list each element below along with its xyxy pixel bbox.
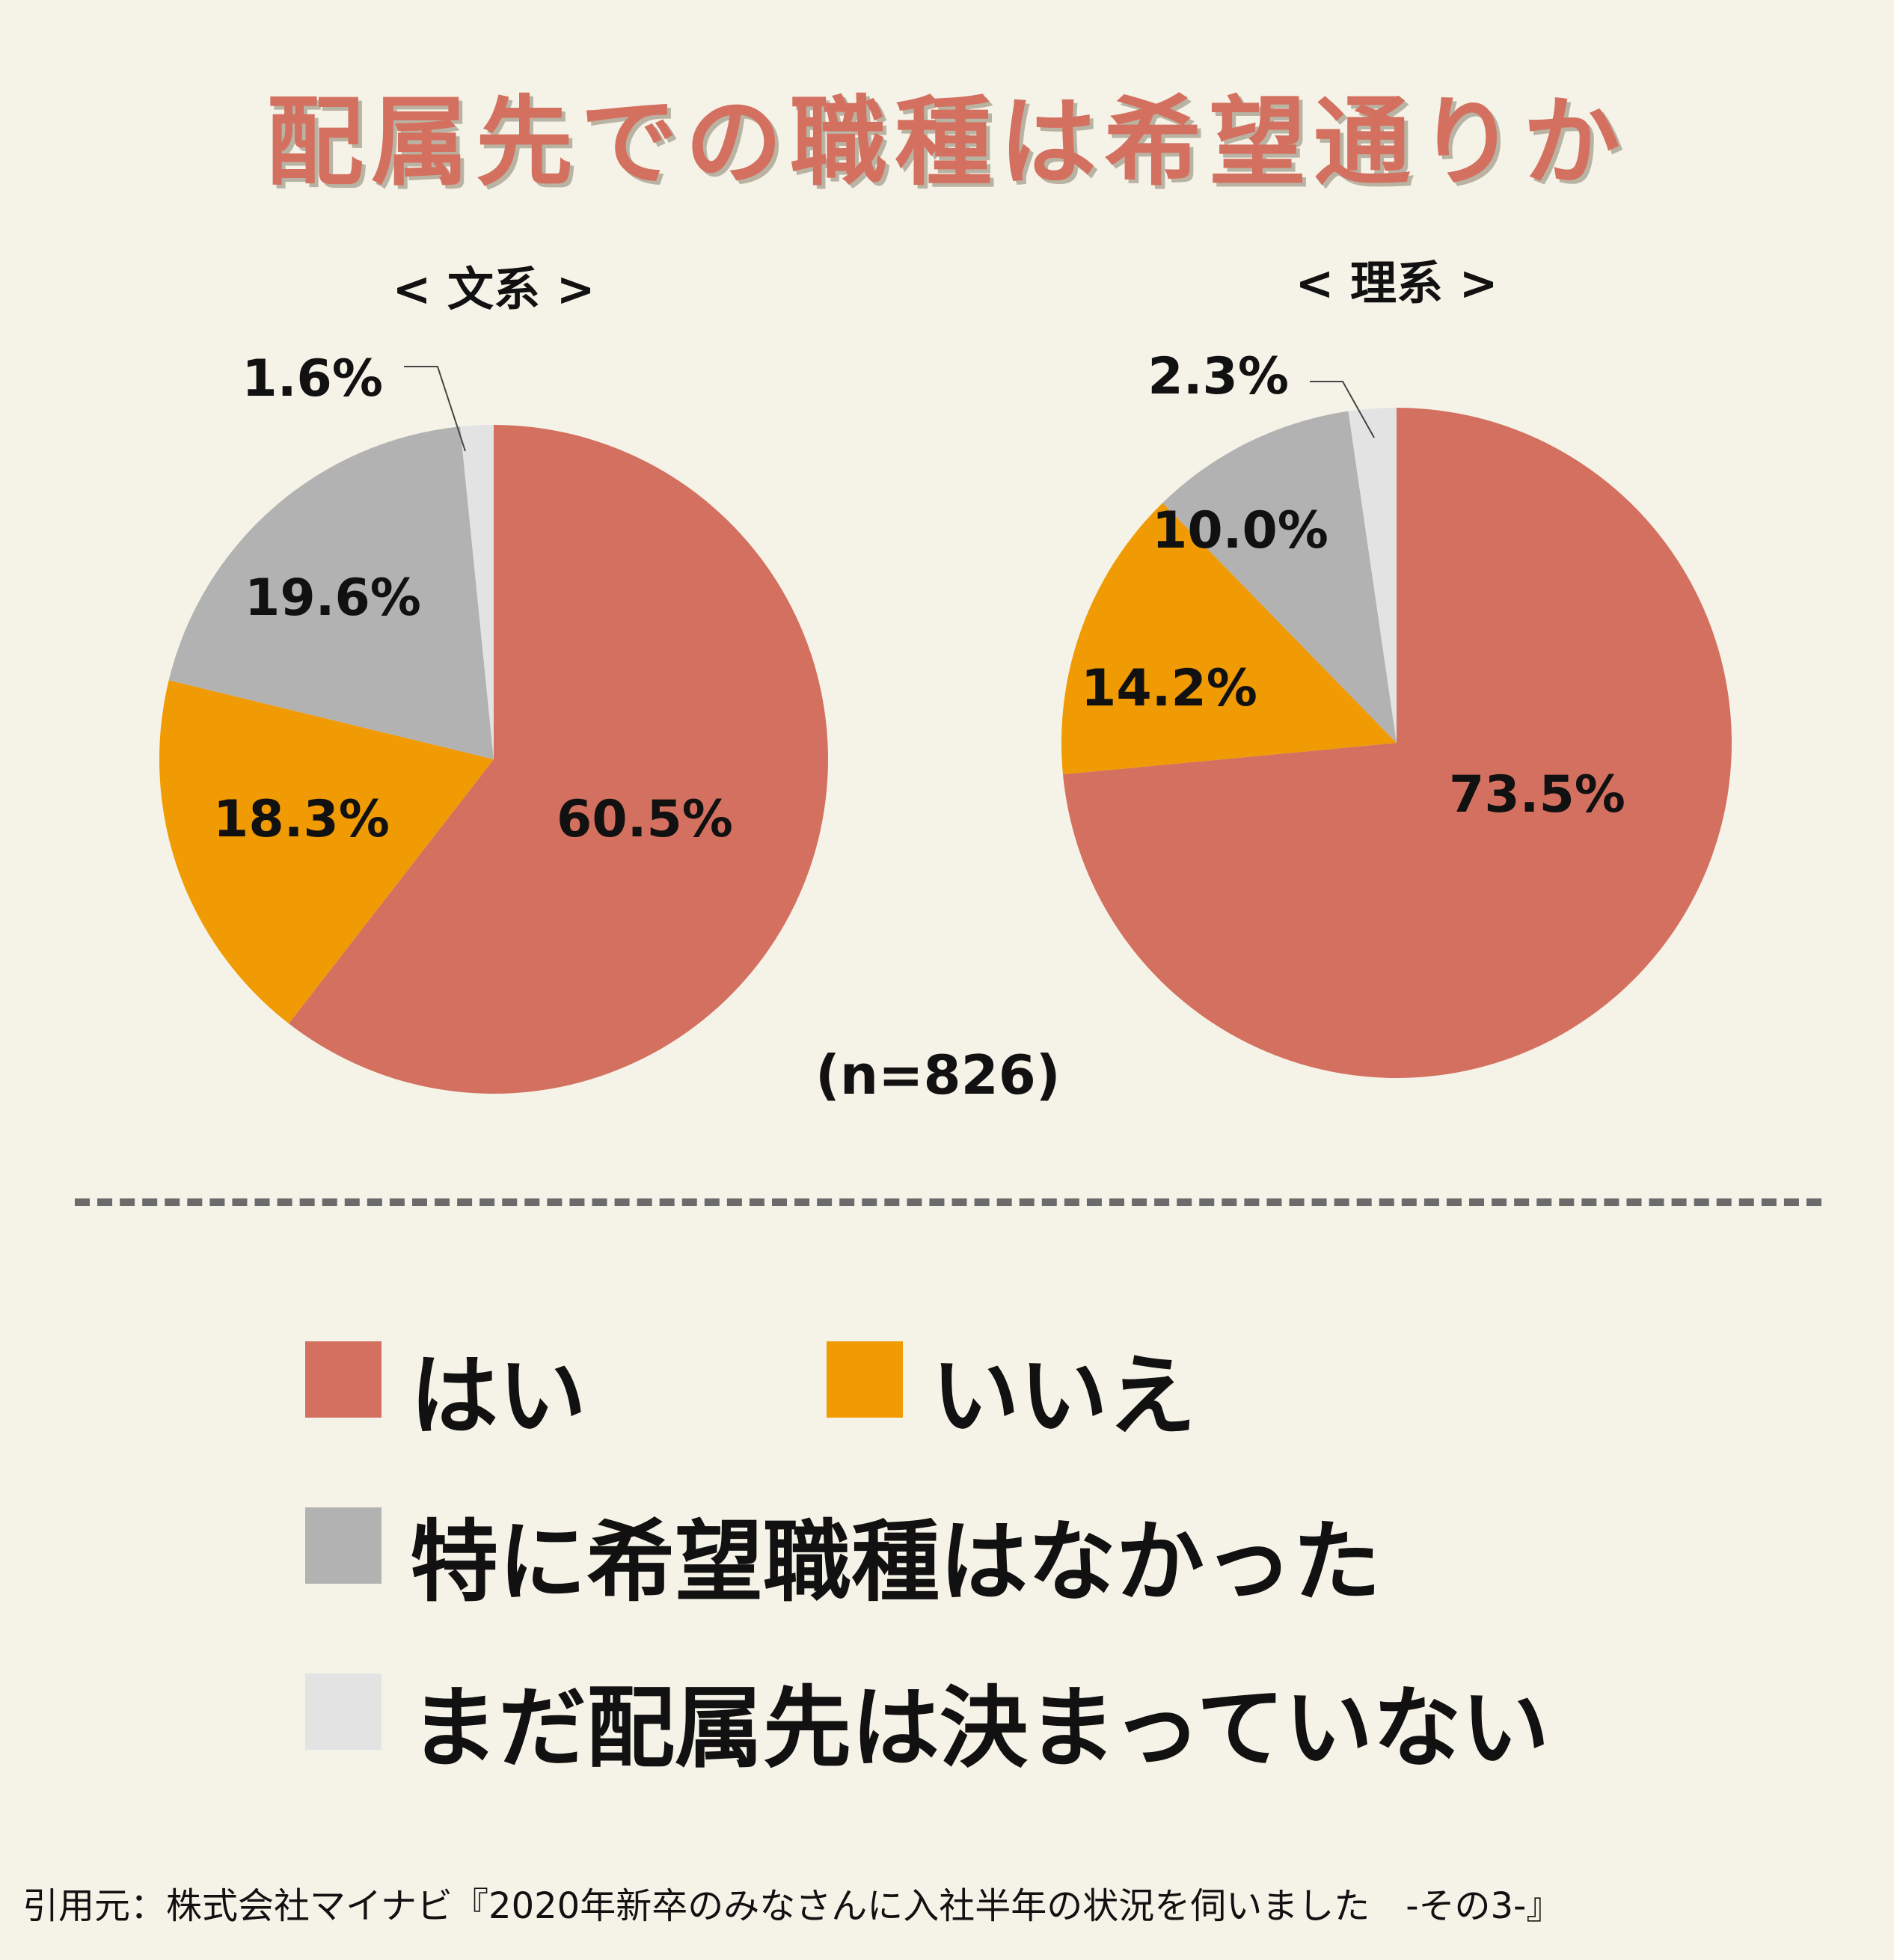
legend-label-hai: はい [410, 1344, 587, 1448]
legend-swatch-iie [827, 1341, 903, 1418]
pie-charts: < 文系 > 60.5% 18.3% 19.6% 1.6% < 理系 > 73.5% 14.2… [159, 256, 1732, 1094]
callout-line-bunkei [404, 366, 466, 452]
pie-slice-bunkei-undecided [460, 425, 494, 759]
legend-label-iie: いいえ [931, 1344, 1197, 1448]
legend-label-none: 特に希望職種はなかった [410, 1510, 1382, 1614]
sample-size: (n=826) [815, 1044, 1061, 1106]
pie-title-bunkei: < 文系 > [392, 262, 595, 316]
pie-slice-rikei-undecided [1348, 408, 1397, 743]
source-citation: 引用元：株式会社マイナビ『2020年新卒のみなさんに入社半年の状況を伺いました … [22, 1885, 1563, 1927]
legend-swatch-undecided [305, 1673, 381, 1750]
pie-slice-rikei-iie [1061, 503, 1397, 775]
pie-slice-bunkei-none [168, 426, 494, 759]
callout-line-rikei [1310, 381, 1375, 438]
slice-label-rikei-hai: 73.5% [1449, 765, 1625, 824]
slice-label-rikei-iie: 14.2% [1081, 659, 1257, 718]
chart-title: 配属先での職種は希望通りか [266, 85, 1628, 199]
dashed-divider [75, 1198, 1821, 1206]
slice-label-bunkei-iie: 18.3% [213, 790, 390, 849]
legend-swatch-none [305, 1507, 381, 1584]
slice-label-rikei-none: 10.0% [1152, 501, 1328, 560]
slice-label-bunkei-undecided: 1.6% [242, 349, 383, 408]
pie-slice-bunkei-iie [159, 680, 494, 1024]
pie-slice-rikei-hai [1062, 408, 1732, 1079]
pie-title-rikei: < 理系 > [1295, 256, 1498, 310]
pie-slice-rikei-none [1162, 411, 1397, 743]
slice-label-rikei-undecided: 2.3% [1147, 347, 1289, 406]
slice-label-bunkei-none: 19.6% [245, 569, 421, 628]
legend-label-undecided: まだ配属先は決まっていない [410, 1676, 1550, 1780]
slice-label-bunkei-hai: 60.5% [557, 790, 733, 849]
legend-swatch-hai [305, 1341, 381, 1418]
pie-slice-bunkei-hai [289, 425, 828, 1094]
